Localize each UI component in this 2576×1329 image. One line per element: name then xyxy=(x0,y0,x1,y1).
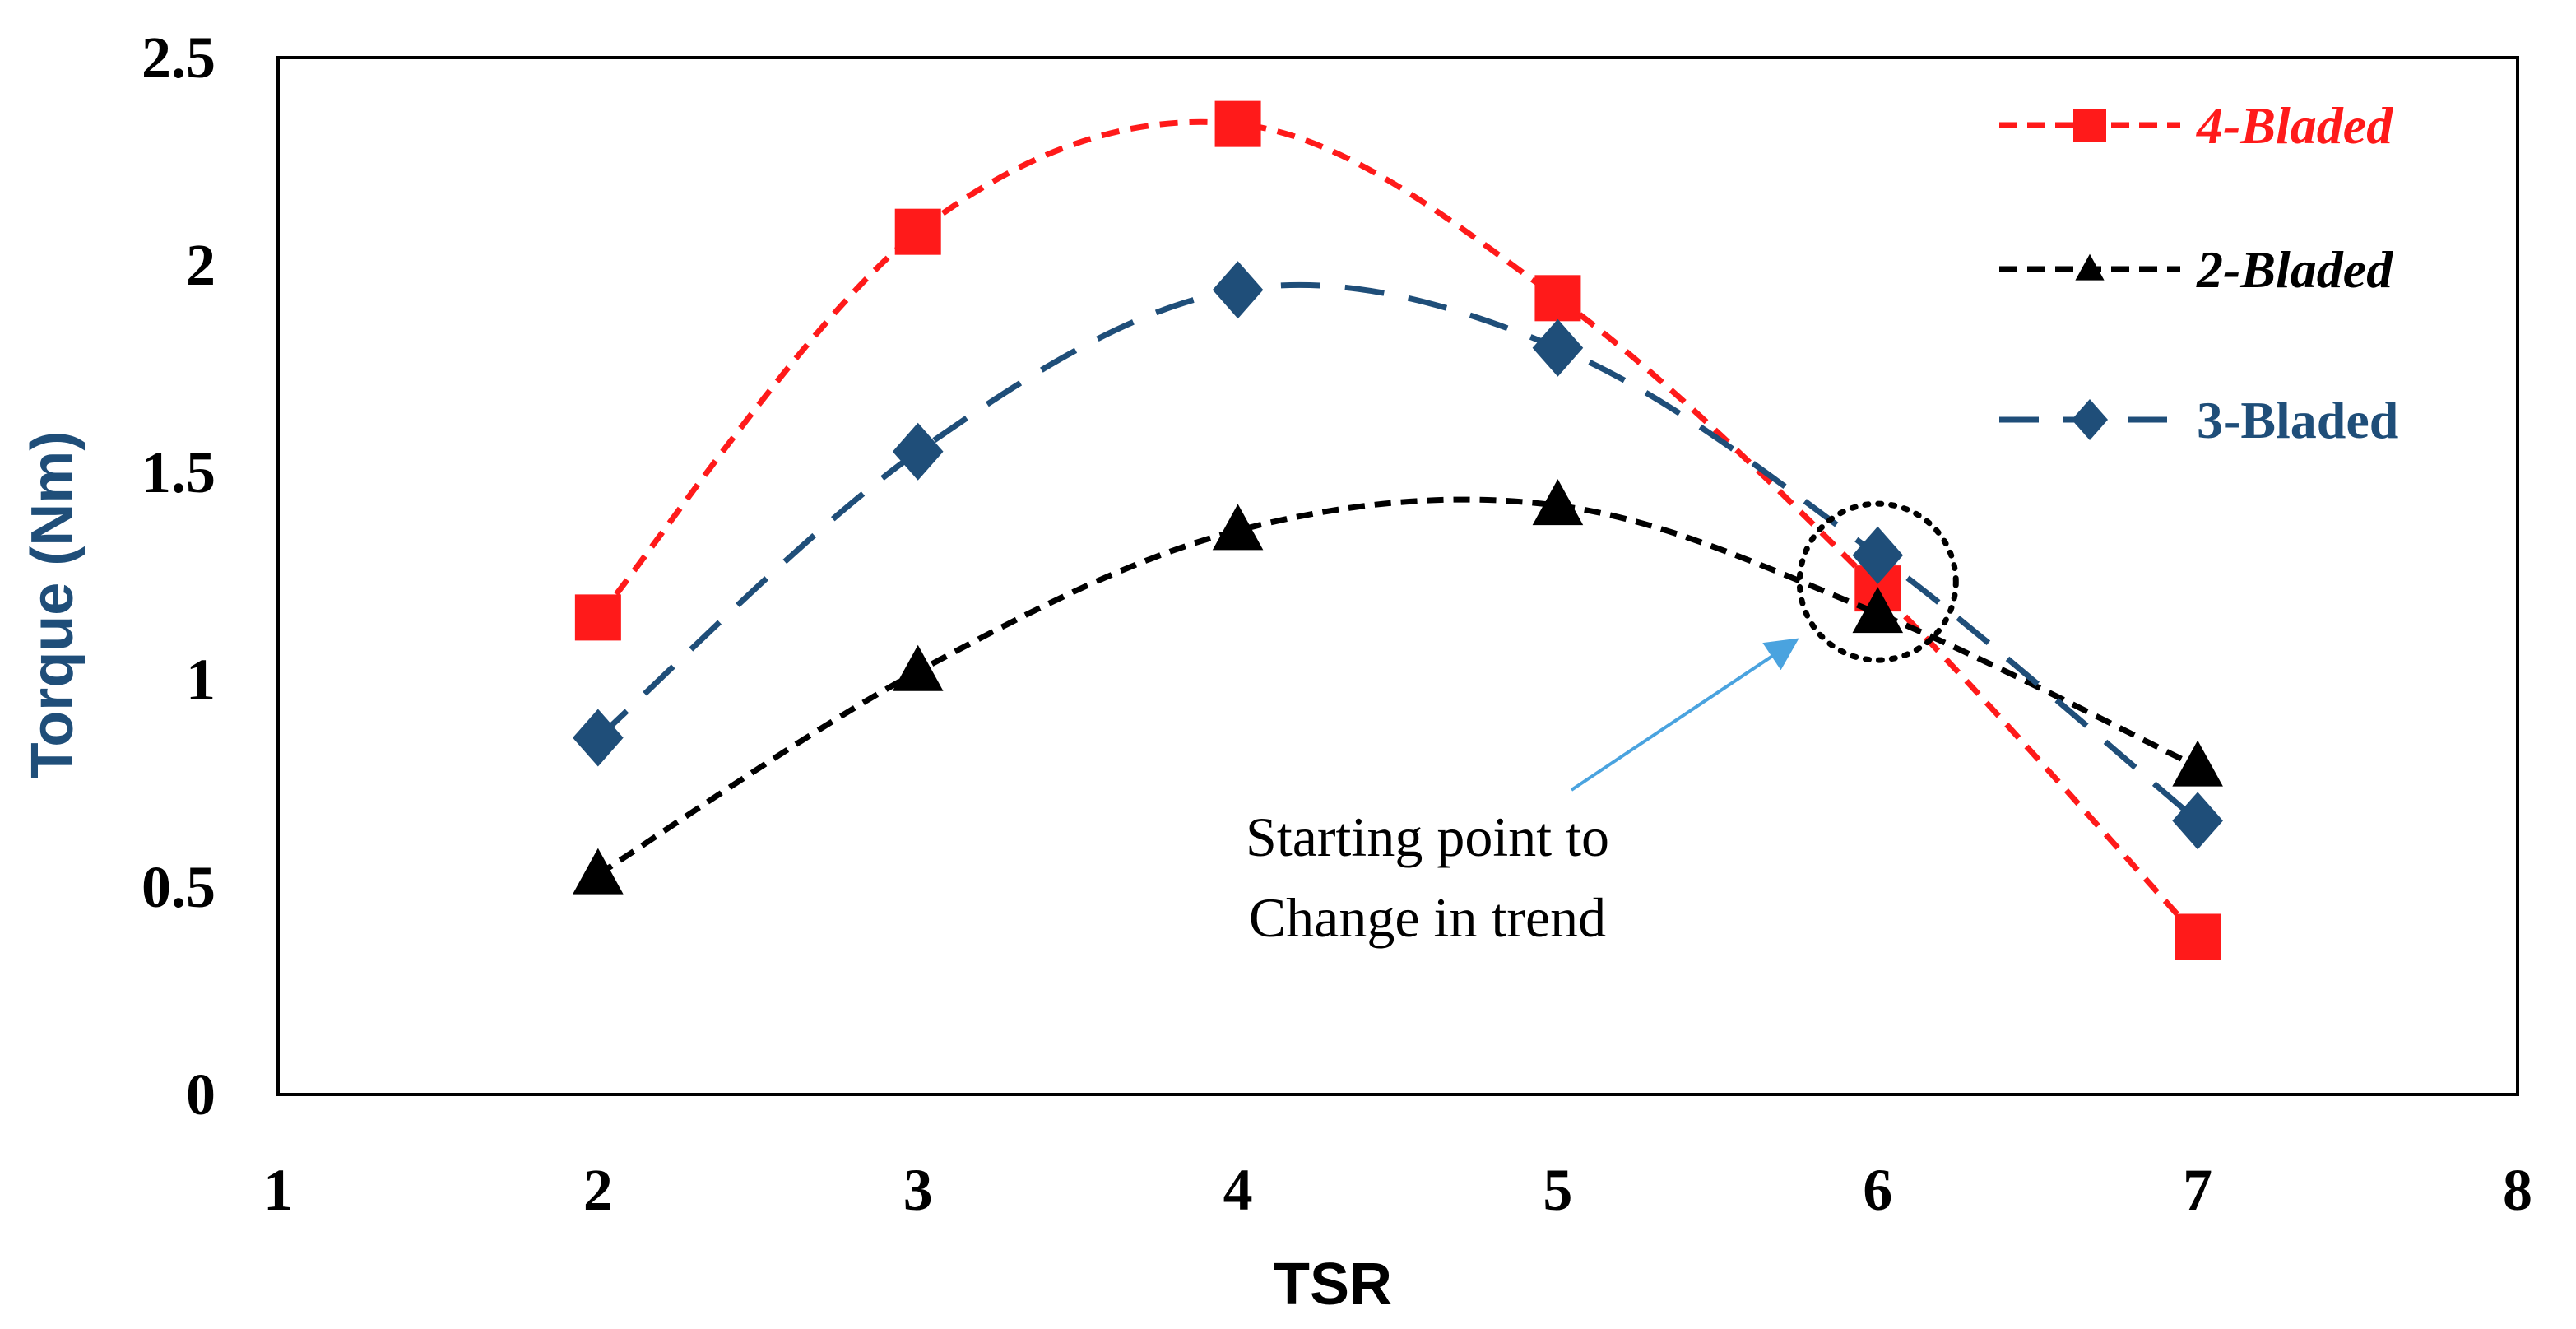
series-layer xyxy=(573,100,2223,960)
series-4-bladed xyxy=(574,100,2221,960)
data-point xyxy=(2172,792,2223,850)
x-axis-title: TSR xyxy=(1274,1252,1392,1317)
annotation-text: Starting point to xyxy=(1246,806,1609,868)
x-tick-label: 4 xyxy=(1223,1157,1253,1223)
legend-entry-3-bladed: 3-Bladed xyxy=(1999,391,2398,449)
data-point xyxy=(1212,504,1264,551)
y-axis-ticks: 0 0.5 1 1.5 2 2.5 xyxy=(142,25,216,1127)
series-3-bladed xyxy=(573,261,2223,850)
legend-marker xyxy=(2073,109,2106,142)
data-point xyxy=(1532,479,1584,526)
y-tick-label: 0.5 xyxy=(142,854,216,920)
data-point xyxy=(1852,526,1904,584)
series-line-3-bladed xyxy=(596,281,2200,824)
data-point xyxy=(2175,913,2221,960)
x-tick-label: 1 xyxy=(263,1157,293,1223)
x-tick-label: 3 xyxy=(903,1157,933,1223)
legend-marker xyxy=(2075,253,2105,281)
series-line-2-bladed xyxy=(596,496,2199,877)
y-axis-title: Torque (Nm) xyxy=(20,431,86,779)
data-point xyxy=(573,848,624,895)
x-tick-label: 8 xyxy=(2503,1157,2532,1223)
data-point xyxy=(574,594,621,641)
x-tick-label: 2 xyxy=(583,1157,613,1223)
data-point xyxy=(2172,740,2223,787)
x-tick-label: 6 xyxy=(1863,1157,1892,1223)
data-point xyxy=(573,709,624,767)
plot-area xyxy=(276,56,2519,1096)
x-tick-label: 5 xyxy=(1543,1157,1572,1223)
legend-label: 4-Bladed xyxy=(2196,96,2393,155)
data-point xyxy=(1534,275,1581,322)
data-point xyxy=(1214,100,1261,147)
y-tick-label: 2.5 xyxy=(142,25,216,91)
x-axis-ticks: 1 2 3 4 5 6 7 8 xyxy=(263,1157,2532,1223)
data-point xyxy=(892,422,944,481)
data-point xyxy=(1852,587,1904,634)
y-tick-label: 2 xyxy=(186,232,216,298)
legend-label: 3-Bladed xyxy=(2197,391,2398,449)
series-line-4-bladed xyxy=(596,118,2200,939)
legend-entry-4-bladed: 4-Bladed xyxy=(1999,96,2393,155)
y-tick-label: 1 xyxy=(186,647,216,713)
annotation-layer: Starting point to Change in trend xyxy=(1246,500,1959,949)
annotation-arrow xyxy=(1570,638,1799,792)
data-point xyxy=(894,208,941,255)
series-2-bladed xyxy=(573,479,2223,895)
data-point xyxy=(892,644,944,691)
annotation-text: Change in trend xyxy=(1249,886,1606,949)
data-point xyxy=(1212,261,1264,319)
legend-entry-2-bladed: 2-Bladed xyxy=(1999,240,2393,299)
data-point xyxy=(1532,318,1584,377)
legend-marker xyxy=(2072,399,2108,440)
legend: 4-Bladed 2-Bladed 3-Bladed xyxy=(1999,96,2398,449)
x-tick-label: 7 xyxy=(2183,1157,2212,1223)
highlight-circle xyxy=(1796,500,1959,663)
legend-label: 2-Bladed xyxy=(2196,240,2393,299)
y-tick-label: 0 xyxy=(186,1062,216,1127)
y-tick-label: 1.5 xyxy=(142,439,216,505)
